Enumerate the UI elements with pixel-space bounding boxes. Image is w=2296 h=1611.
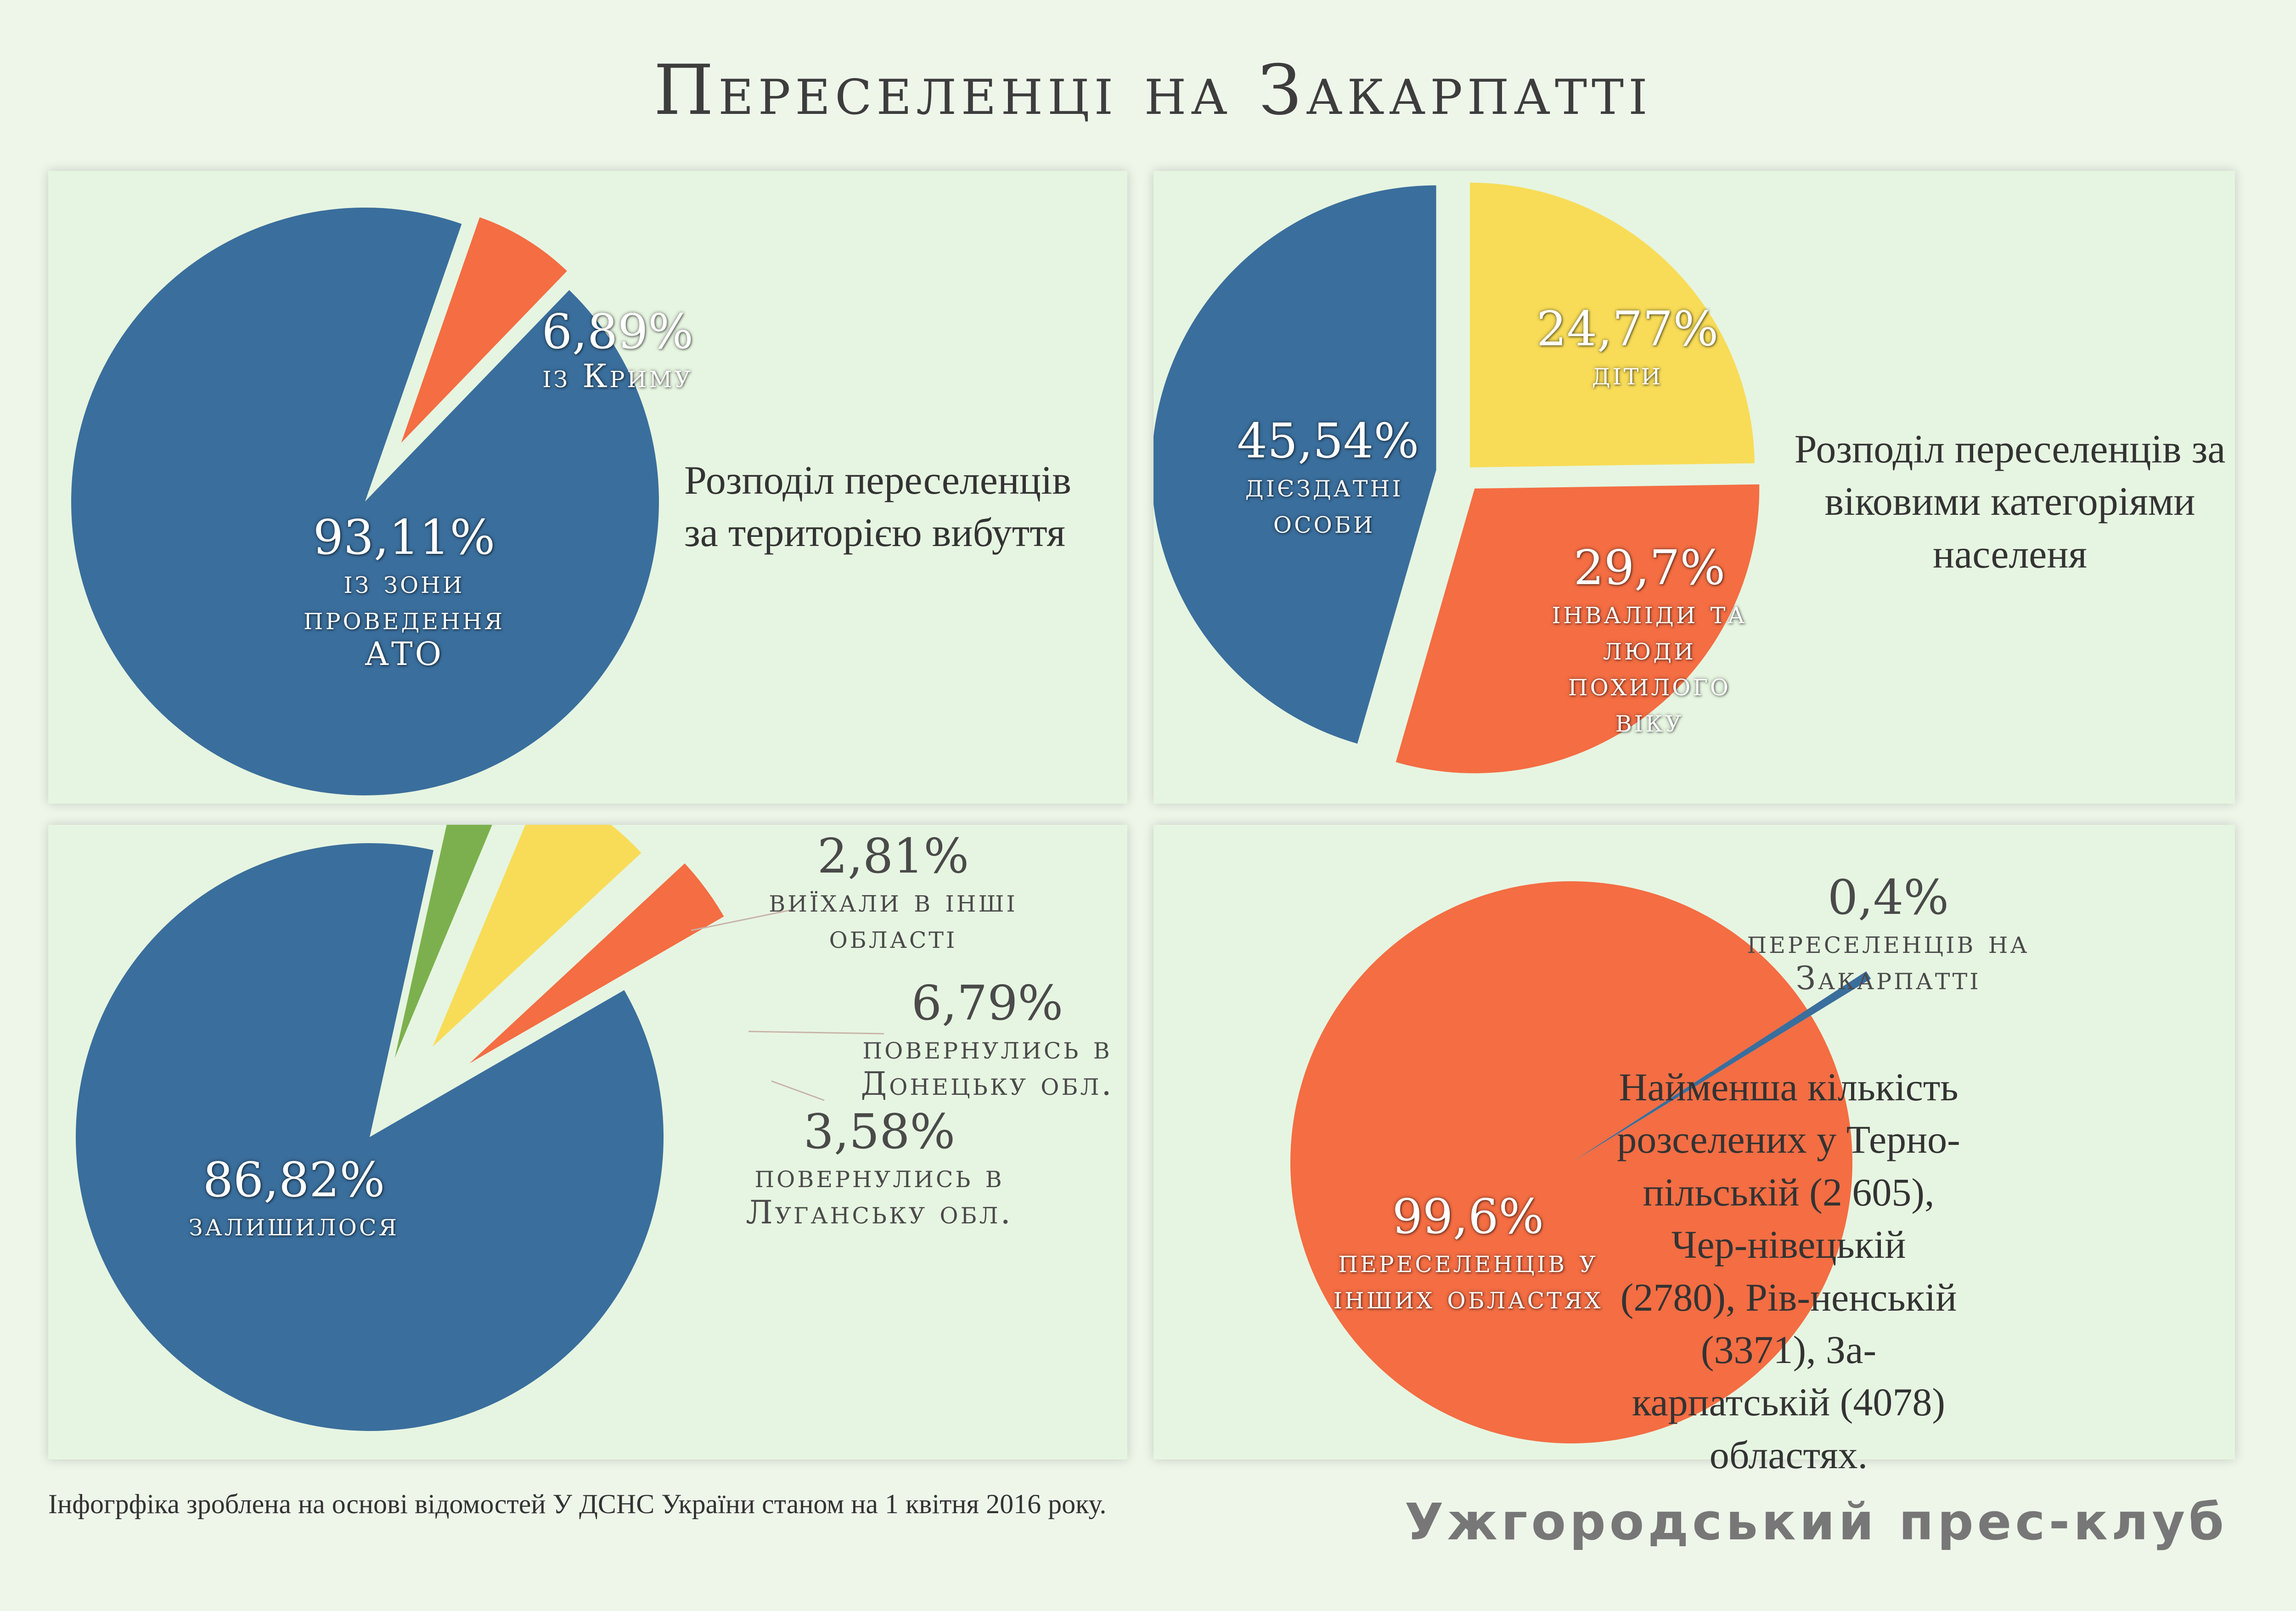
slice-value: 2,81% bbox=[817, 828, 969, 884]
pie-slice-0 bbox=[1290, 881, 1853, 1444]
chart-panel-movement: 86,82% залишилося 2,81% виїхали в інші о… bbox=[48, 825, 1127, 1459]
pie-chart-movement bbox=[76, 825, 884, 1431]
slice-caption: інваліди та люди похилого віку bbox=[1552, 593, 1747, 739]
slice-caption: повернулись в Луганську обл. bbox=[746, 1157, 1013, 1231]
brand-name: Ужгородський прес-клуб bbox=[1404, 1493, 2228, 1551]
slice-label-workers: 45,54% дієздатні особи bbox=[1237, 414, 1419, 540]
slice-value: 29,7% bbox=[1573, 540, 1726, 596]
pie-slice-1 bbox=[394, 825, 492, 1059]
slice-value: 6,89% bbox=[541, 304, 694, 360]
slice-label-luhansk: 3,58% повернулись в Луганську обл. bbox=[714, 1105, 1045, 1230]
slice-value: 3,58% bbox=[803, 1104, 956, 1160]
pie-chart-distribution bbox=[1290, 881, 1871, 1444]
slice-label-zakarpattia: 0,4% переселенців на Закарпатті bbox=[1741, 871, 2035, 996]
pie-slice-0 bbox=[1470, 182, 1755, 468]
slice-value: 86,82% bbox=[203, 1152, 385, 1208]
pie-slice-2 bbox=[1154, 185, 1436, 744]
leader-line-0 bbox=[691, 909, 793, 931]
pie-slice-1 bbox=[401, 217, 567, 443]
slice-value: 93,11% bbox=[313, 509, 495, 565]
page-title: Переселенці на Закарпатті bbox=[653, 51, 1652, 130]
slice-value: 0,4% bbox=[1827, 869, 1949, 925]
leader-line-1 bbox=[748, 1031, 884, 1035]
slice-value: 6,79% bbox=[911, 975, 1064, 1031]
slice-label-other-regions: 2,81% виїхали в інші області bbox=[751, 829, 1035, 955]
slice-caption: дієздатні особи bbox=[1245, 467, 1403, 541]
pie-chart-age bbox=[1154, 182, 1760, 773]
slice-label-elderly: 29,7% інваліди та люди похилого віку bbox=[1530, 541, 1769, 738]
slice-value: 24,77% bbox=[1536, 301, 1719, 357]
pie-slice-1 bbox=[1571, 971, 1871, 1162]
slice-label-ato: 93,11% із зони проведення АТО bbox=[285, 511, 523, 672]
chart-panel-distribution: 99,6% переселенців у інших областях 0,4%… bbox=[1154, 825, 2235, 1459]
min-resettlement-note: Найменша кількість розселених у Терно-пі… bbox=[1617, 1065, 1960, 1477]
slice-label-children: 24,77% діти bbox=[1536, 302, 1719, 392]
slice-value: 45,54% bbox=[1237, 413, 1419, 469]
slice-caption: із зони проведення АТО bbox=[303, 563, 505, 673]
slice-caption: переселенців у інших областях bbox=[1333, 1242, 1603, 1316]
chart-description: Розподіл переселенців за віковими катего… bbox=[1794, 427, 2226, 577]
slice-value: 99,6% bbox=[1392, 1189, 1544, 1245]
slice-caption: діти bbox=[1592, 355, 1663, 393]
chart-panel-age: 24,77% діти 29,7% інваліди та люди похил… bbox=[1154, 171, 2235, 804]
chart-description: Розподіл переселенців за територією вибу… bbox=[684, 458, 1071, 556]
slice-caption: повернулись в Донецьку обл. bbox=[861, 1029, 1114, 1103]
slice-caption: переселенців на Закарпатті bbox=[1747, 923, 2030, 997]
pie-slice-0 bbox=[76, 843, 664, 1431]
slice-label-crimea: 6,89% із Криму bbox=[542, 305, 693, 394]
pie-chart-territory bbox=[71, 208, 659, 796]
slice-caption: залишилося bbox=[188, 1205, 400, 1244]
pie-slice-3 bbox=[469, 863, 724, 1064]
leader-line-2 bbox=[771, 1080, 825, 1101]
pie-slice-1 bbox=[1396, 484, 1760, 773]
chart-panel-territory: 93,11% із зони проведення АТО 6,89% із К… bbox=[48, 171, 1127, 804]
slice-caption: із Криму bbox=[542, 357, 693, 395]
source-note: Інфогрфіка зроблена на основі відомостей… bbox=[48, 1489, 1107, 1519]
slice-caption: виїхали в інші області bbox=[769, 882, 1018, 956]
pie-slice-2 bbox=[433, 825, 642, 1047]
slice-label-other-oblasts: 99,6% переселенців у інших областях bbox=[1294, 1190, 1643, 1315]
pie-slice-0 bbox=[71, 208, 659, 796]
slice-label-donetsk: 6,79% повернулись в Донецьку обл. bbox=[822, 976, 1153, 1102]
slice-label-remained: 86,82% залишилося bbox=[189, 1153, 399, 1243]
